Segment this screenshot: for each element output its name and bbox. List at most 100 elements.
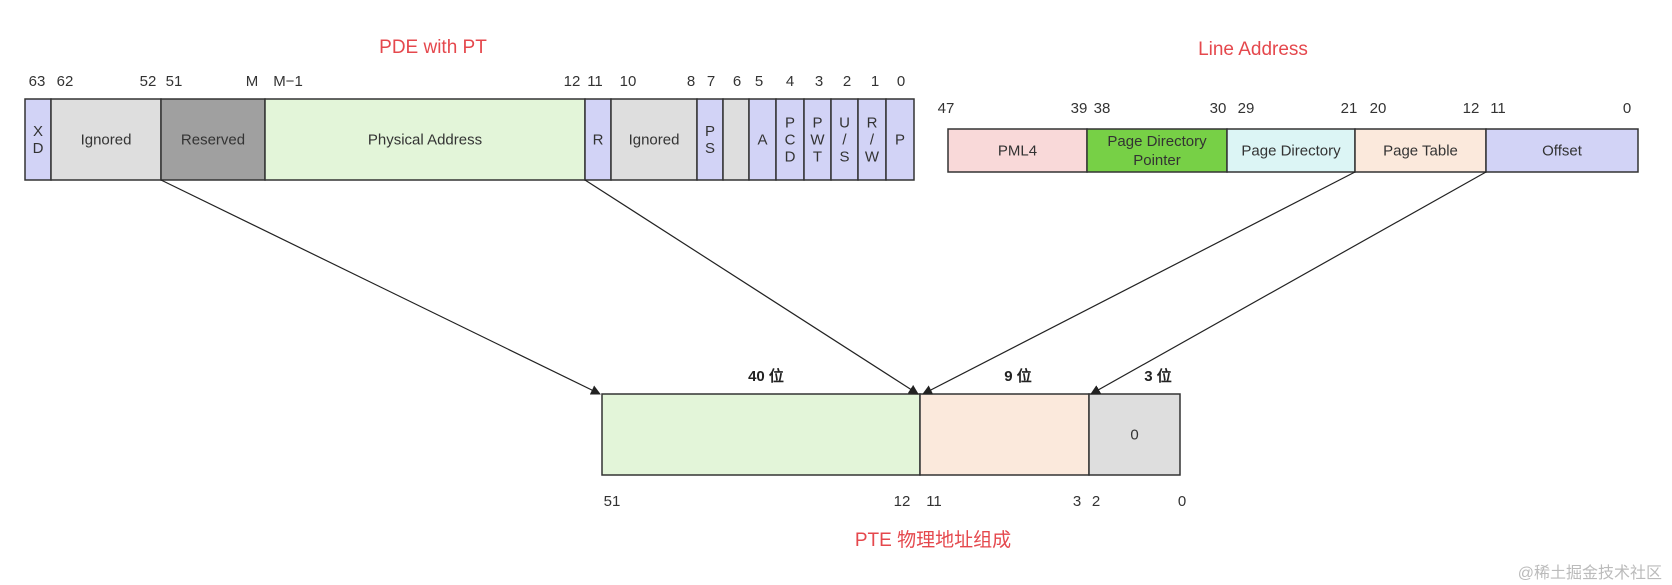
arrow-3 (1090, 171, 1487, 395)
line-address-field-label-line: Page Directory (1241, 143, 1341, 160)
pde-field-label-line: X (33, 123, 43, 140)
pde-bit-label: 11 (587, 73, 603, 90)
pde-field-10 (803, 98, 832, 181)
pde-field-4 (584, 98, 612, 181)
pde-field-6 (696, 98, 724, 181)
line-address-bit-label: 12 (1463, 100, 1480, 117)
line-address-bit-label: 38 (1094, 100, 1111, 117)
pde-field-2 (160, 98, 266, 181)
pde-field-label: A (757, 132, 767, 149)
pde-field-label-line: P (785, 115, 795, 132)
pte-bit-label: 3 (1073, 493, 1081, 510)
pte-bit-label: 0 (1178, 493, 1186, 510)
line-address-bit-label: 30 (1210, 100, 1227, 117)
pte-field-1 (919, 393, 1090, 476)
line-address-field-label-line: Pointer (1133, 152, 1181, 169)
pde-field-label-line: S (839, 149, 849, 166)
pde-bit-label: 62 (57, 73, 74, 90)
line-address-field-0 (947, 128, 1088, 173)
pde-field-3 (264, 98, 586, 181)
pte-field-0 (601, 393, 921, 476)
line-address-bit-label: 20 (1370, 100, 1387, 117)
pde-field-label: R (593, 132, 604, 149)
pte-field-label-line: 0 (1130, 427, 1138, 444)
line-address-field-label-line: PML4 (998, 143, 1037, 160)
pte-bit-label: 11 (926, 493, 942, 510)
pte-width-labels: 40 位 9 位 3 位 (748, 367, 1172, 385)
line-address-field-label: Offset (1542, 143, 1583, 160)
pde-bit-label: 3 (815, 73, 823, 90)
line-address-bit-label: 39 (1071, 100, 1088, 117)
pde-field-label-line: R (593, 132, 604, 149)
pde-field-label: Ignored (629, 132, 680, 149)
pde-field-5 (610, 98, 698, 181)
pde-field-label-line: Ignored (81, 132, 132, 149)
line-address-bit-label: 21 (1341, 100, 1358, 117)
pde-field-label-line: D (785, 149, 796, 166)
line-address-bit-label: 11 (1490, 100, 1506, 117)
pde-field-8 (748, 98, 777, 181)
line-address-field-2 (1226, 128, 1356, 173)
pde-field-label-line: T (813, 149, 822, 166)
pde-field-7 (722, 98, 750, 181)
line-address-field-label-line: Page Table (1383, 143, 1458, 160)
pde-field-11 (830, 98, 859, 181)
pde-bit-label: 4 (786, 73, 794, 90)
line-address-field-label-line: Offset (1542, 143, 1583, 160)
pte-field-label: 0 (1130, 427, 1138, 444)
pde-field-label-line: Reserved (181, 132, 245, 149)
pde-register: X D Ignored Reserved Physical Address R Ignore… (24, 73, 915, 181)
pde-bit-label: 51 (166, 73, 183, 90)
pde-field-label-line: A (757, 132, 767, 149)
pde-field-label: R / W (865, 115, 880, 166)
pde-field-label: Physical Address (368, 132, 482, 149)
line-address-field-1 (1086, 128, 1228, 173)
watermark: @稀土掘金技术社区 (1518, 564, 1662, 582)
pde-bit-label: 5 (755, 73, 763, 90)
pde-field-label-line: S (705, 140, 715, 157)
line-address-bit-label: 29 (1238, 100, 1255, 117)
pde-title: PDE with PT (379, 37, 487, 58)
line-address-title: Line Address (1198, 39, 1308, 60)
pde-field-label-line: U (839, 115, 850, 132)
pde-field-label-line: W (810, 132, 825, 149)
pde-bit-label: 6 (733, 73, 741, 90)
pte-field-2 (1088, 393, 1181, 476)
pde-bit-label: 7 (707, 73, 715, 90)
pde-field-label-line: P (812, 115, 822, 132)
pde-field-label-line: P (895, 132, 905, 149)
line-address-field-label: PML4 (998, 143, 1037, 160)
pde-field-label-line: D (33, 140, 44, 157)
line-address-field-label: Page Table (1383, 143, 1458, 160)
pde-field-label-line: / (842, 132, 847, 149)
pde-field-label: Ignored (81, 132, 132, 149)
line-address-field-label: Page Directory (1241, 143, 1341, 160)
line-address-bit-label: 47 (938, 100, 955, 117)
pte-bit-label: 2 (1092, 493, 1100, 510)
pde-field-label: Reserved (181, 132, 245, 149)
pde-bit-label: 8 (687, 73, 695, 90)
pte-title: PTE 物理地址组成 (855, 529, 1011, 551)
pte-width-label: 40 位 (748, 367, 784, 385)
pde-field-label-line: C (785, 132, 796, 149)
arrows (160, 171, 1487, 395)
pde-field-1 (50, 98, 162, 181)
pde-field-label-line: P (705, 123, 715, 140)
pde-field-label: P (895, 132, 905, 149)
pde-field-0 (24, 98, 52, 181)
line-address-field-3 (1354, 128, 1487, 173)
pde-field-label: U / S (839, 115, 850, 166)
pte-register: 0 51 12 11 3 2 0 (601, 393, 1186, 510)
pde-field-9 (775, 98, 805, 181)
pde-bit-label: 63 (29, 73, 46, 90)
line-address-bit-label: 0 (1623, 100, 1631, 117)
pde-bit-label: 1 (871, 73, 879, 90)
pde-bit-label: 0 (897, 73, 905, 90)
pte-bit-label: 51 (604, 493, 621, 510)
pde-bit-label: M−1 (273, 73, 303, 90)
pde-bit-label: 12 (564, 73, 581, 90)
